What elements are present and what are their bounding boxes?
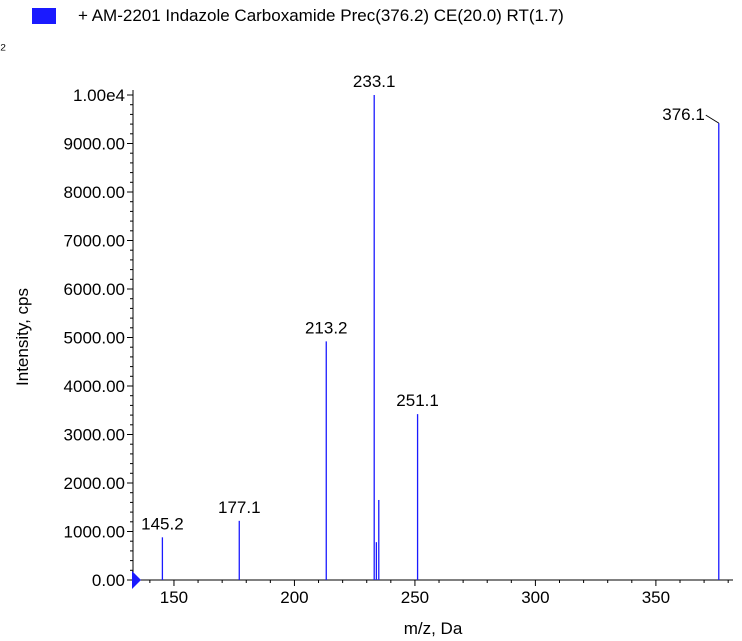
peak-labels: 145.2 177.1 213.2 233.1 251.1 376.1 [141, 72, 720, 533]
x-tick-label: 350 [642, 588, 670, 607]
peak-series [161, 95, 720, 580]
x-tick-label: 150 [160, 588, 188, 607]
origin-marker-icon [132, 571, 141, 589]
x-tick-label: 300 [521, 588, 549, 607]
peak-label: 376.1 [662, 105, 705, 124]
x-axis-label: m/z, Da [404, 619, 463, 638]
y-tick-label: 6000.00 [64, 280, 125, 299]
axes: 0.00 1000.00 2000.00 3000.00 4000.00 5000.00 6… [64, 86, 733, 607]
legend-label: + AM-2201 Indazole Carboxamide Prec(376.… [78, 6, 564, 25]
peak-label: 177.1 [218, 498, 261, 517]
y-tick-label: 8000.00 [64, 183, 125, 202]
legend: + AM-2201 Indazole Carboxamide Prec(376.… [32, 4, 564, 28]
peak-label: 233.1 [353, 72, 396, 91]
peak-label: 251.1 [396, 391, 439, 410]
y-tick-label: 3000.00 [64, 426, 125, 445]
y-tick-label: 0.00 [92, 571, 125, 590]
y-tick-label: 1000.00 [64, 523, 125, 542]
peak-label: 213.2 [305, 318, 348, 337]
cursor-icon: ₂ [0, 36, 7, 53]
y-tick-label: 7000.00 [64, 232, 125, 251]
y-tick-label: 2000.00 [64, 474, 125, 493]
peak-label-leader [705, 114, 720, 124]
y-tick-label: 9000.00 [64, 135, 125, 154]
peak-label: 145.2 [141, 514, 184, 533]
x-tick-label: 250 [401, 588, 429, 607]
legend-swatch [32, 8, 56, 24]
y-axis-label: Intensity, cps [13, 288, 32, 386]
x-tick-label: 200 [280, 588, 308, 607]
y-tick-label: 5000.00 [64, 329, 125, 348]
y-tick-label: 1.00e4 [73, 86, 125, 105]
y-tick-label: 4000.00 [64, 377, 125, 396]
